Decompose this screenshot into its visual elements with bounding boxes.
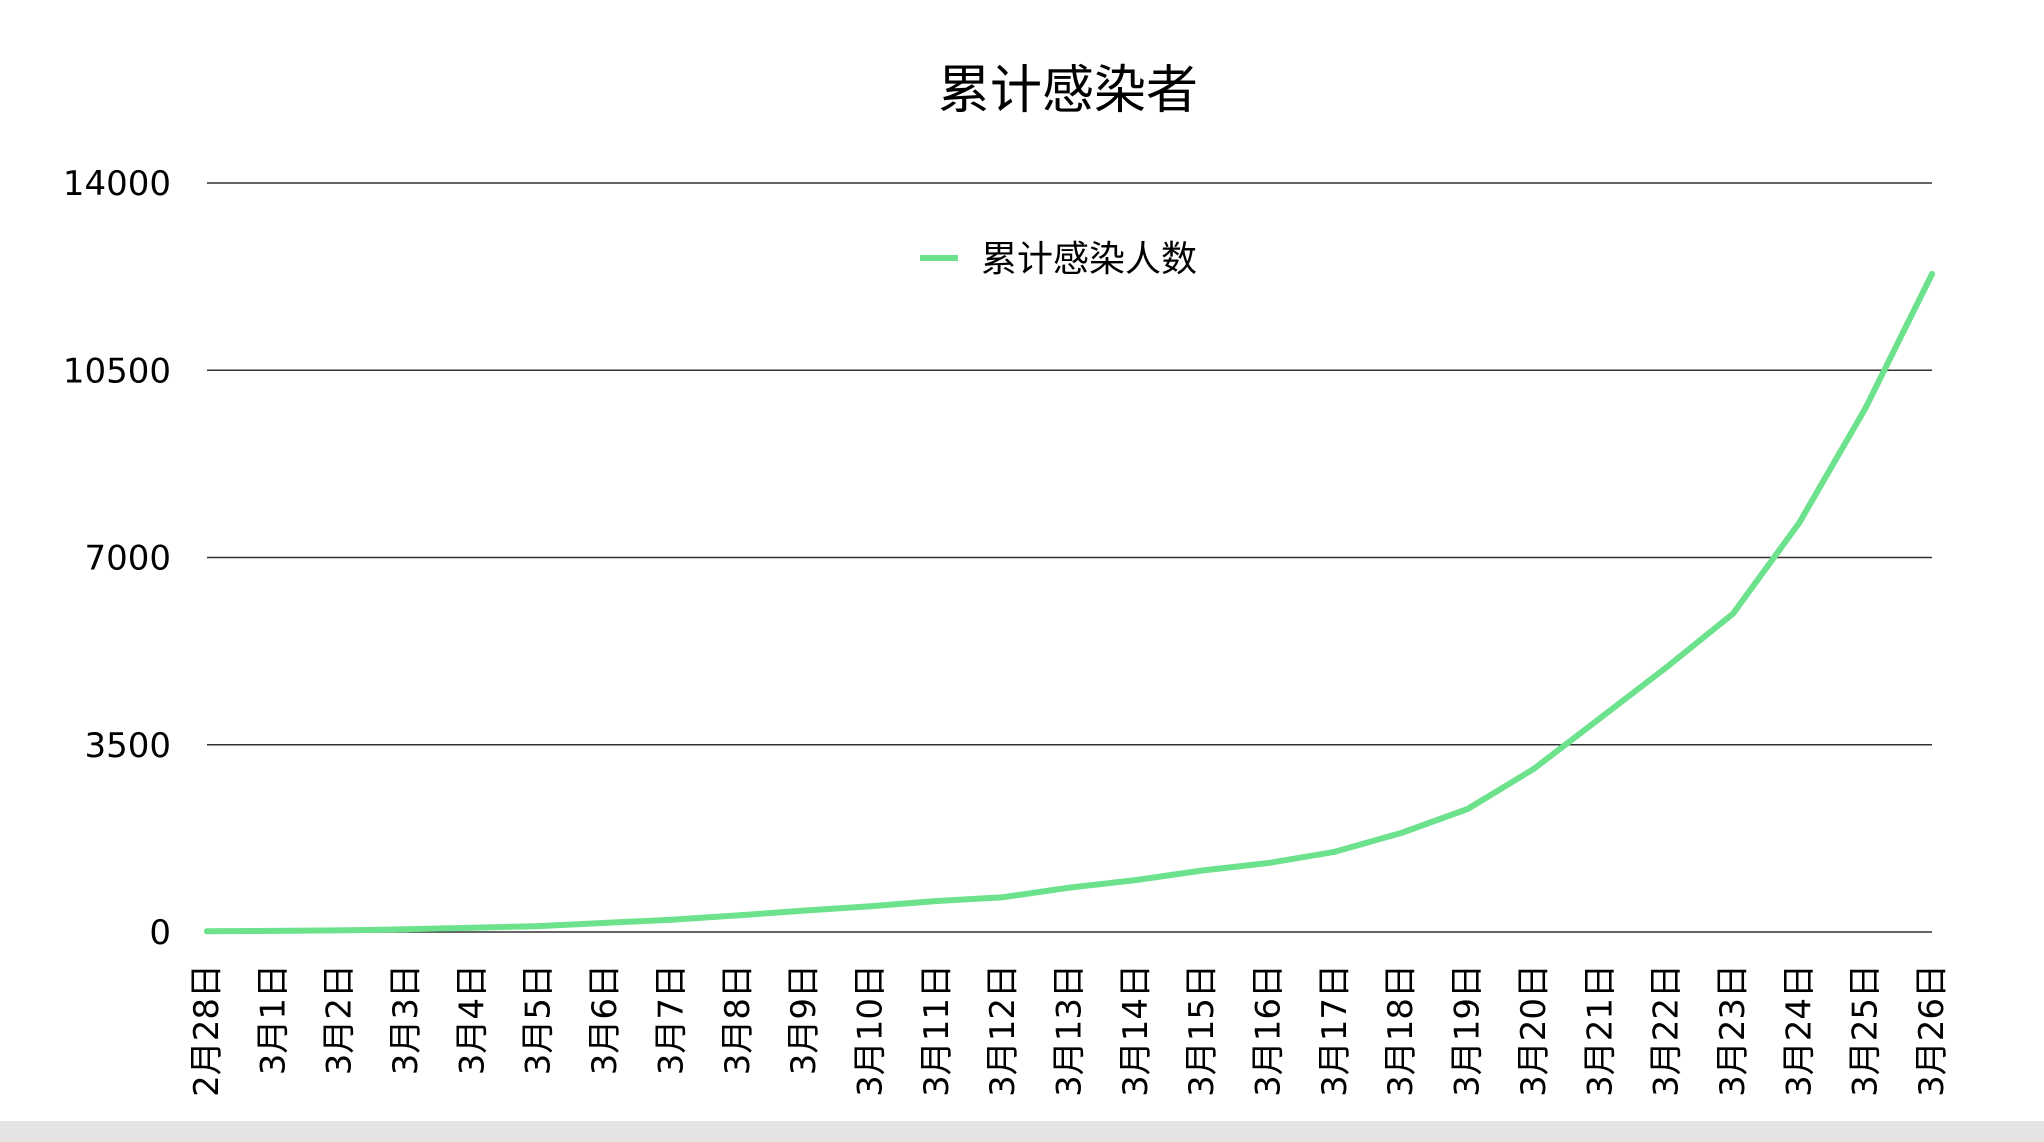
x-tick-label: 3月13日	[1050, 964, 1090, 1097]
chart-title: 累计感染者	[938, 61, 1198, 121]
x-tick-label: 3月8日	[718, 964, 758, 1075]
data-point	[1729, 610, 1736, 617]
x-tick-label: 3月10日	[850, 964, 890, 1097]
y-axis-ticks: 0 3500 7000 10500 14000	[63, 164, 171, 953]
data-point	[1000, 894, 1007, 901]
x-tick-label: 3月21日	[1580, 964, 1620, 1097]
x-tick-label: 3月17日	[1315, 964, 1355, 1097]
data-point	[535, 923, 542, 930]
data-point	[602, 919, 609, 926]
data-point	[1398, 830, 1405, 837]
data-point	[1464, 805, 1471, 812]
x-tick-label: 3月20日	[1514, 964, 1554, 1097]
data-point	[1331, 848, 1338, 855]
data-point	[469, 924, 476, 931]
y-tick-label: 0	[149, 913, 171, 953]
data-point	[204, 928, 210, 935]
data-point	[1199, 867, 1206, 874]
x-tick-label: 2月28日	[187, 964, 227, 1097]
data-point	[1066, 884, 1073, 891]
x-tick-label: 3月2日	[320, 964, 360, 1075]
data-point	[336, 927, 343, 934]
x-tick-label: 3月11日	[917, 964, 957, 1097]
data-point	[270, 927, 277, 934]
data-point	[1597, 715, 1604, 721]
x-tick-label: 3月23日	[1713, 964, 1753, 1097]
data-point	[867, 903, 874, 910]
data-point	[1530, 765, 1537, 772]
x-tick-label: 3月1日	[253, 964, 293, 1075]
x-tick-label: 3月14日	[1116, 964, 1156, 1097]
y-tick-label: 7000	[84, 539, 171, 579]
legend: 累计感染人数	[920, 239, 1197, 280]
grid-lines	[207, 182, 1932, 933]
data-point	[1132, 877, 1139, 884]
data-point	[668, 916, 675, 923]
x-tick-label: 3月26日	[1912, 964, 1952, 1097]
x-tick-label: 3月3日	[386, 964, 426, 1075]
x-tick-label: 3月25日	[1846, 964, 1886, 1097]
data-point	[801, 907, 808, 914]
x-axis-ticks: 2月28日 3月1日 3月2日 3月3日 3月4日 3月5日 3月6日 3月7日 3月8日 3月9…	[187, 964, 1952, 1097]
x-tick-label: 3月18日	[1381, 964, 1421, 1097]
x-tick-label: 3月16日	[1249, 964, 1289, 1097]
y-tick-label: 3500	[84, 726, 171, 766]
x-tick-label: 3月22日	[1647, 964, 1687, 1097]
data-point	[1929, 270, 1935, 277]
x-tick-label: 3月24日	[1779, 964, 1819, 1097]
y-tick-label: 10500	[63, 351, 171, 391]
data-point	[1265, 859, 1272, 866]
data-point	[933, 897, 940, 904]
data-point	[1796, 519, 1803, 526]
x-tick-label: 3月4日	[452, 964, 492, 1075]
x-tick-label: 3月5日	[519, 964, 559, 1075]
x-tick-label: 3月19日	[1448, 964, 1488, 1097]
x-tick-label: 3月9日	[784, 964, 824, 1075]
y-tick-label: 14000	[63, 164, 171, 204]
x-tick-label: 3月6日	[585, 964, 625, 1075]
legend-label: 累计感染人数	[981, 239, 1197, 280]
data-point	[1663, 664, 1670, 671]
x-tick-label: 3月7日	[651, 964, 691, 1075]
series-layer	[204, 270, 1935, 935]
x-tick-label: 3月12日	[983, 964, 1023, 1097]
bottom-bar	[0, 1121, 2044, 1142]
data-point	[1862, 404, 1869, 411]
data-point	[734, 912, 741, 919]
x-tick-label: 3月15日	[1182, 964, 1222, 1097]
series-line-0	[204, 271, 1935, 935]
data-point	[403, 926, 410, 933]
